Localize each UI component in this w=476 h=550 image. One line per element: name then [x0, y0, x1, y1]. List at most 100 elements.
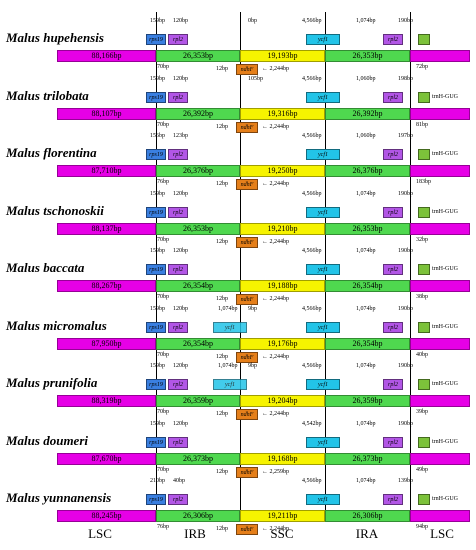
ssc-bar: [240, 510, 325, 522]
ira-bar: [325, 107, 410, 120]
top-annotation: 120bp: [173, 305, 188, 312]
ssc-bar: [240, 222, 325, 235]
irb-bar: [156, 280, 240, 292]
trnH-gene: [418, 206, 430, 218]
bottom-annotation: 38bp: [416, 294, 428, 300]
lsc-bar: [57, 222, 156, 235]
bottom-annotation: 183bp: [416, 179, 431, 185]
ssc-bar: [240, 165, 325, 177]
trnH-gene: [418, 264, 430, 275]
top-annotation: 1,060bp: [356, 133, 376, 139]
ycf1-gene: ycf1: [306, 436, 340, 448]
bottom-annotation: 12bp: [216, 66, 228, 72]
top-annotation: 120bp: [173, 420, 188, 427]
irb-bar-label: 26,392bp: [183, 108, 213, 118]
species-name: Malus prunifolia: [6, 375, 98, 390]
top-annotation: 120bp: [173, 190, 188, 197]
irb-bar: [156, 107, 240, 120]
rpl2-gene: rpl2: [168, 206, 188, 218]
lsc-end-bar: [410, 337, 470, 350]
bottom-annotation: ← 2,244bp: [262, 66, 289, 72]
trnH-label: trnH-GUG: [432, 151, 458, 157]
irb-bar-label: 26,353bp: [183, 51, 213, 60]
rpl2-gene-ira: rpl2: [383, 379, 403, 390]
lsc-end-bar: [410, 510, 470, 522]
bottom-annotation: 39bp: [416, 409, 428, 415]
top-annotation: 120bp: [173, 18, 188, 24]
top-annotation: 4,566bp: [302, 18, 322, 24]
trnH-gene: [418, 436, 430, 448]
ndhF-gene: ndhF: [236, 409, 258, 420]
region-label-irb: IRB: [184, 526, 206, 541]
ndhF-gene: ndhF: [236, 294, 258, 305]
lsc-bar-label: 88,267bp: [91, 281, 122, 290]
trnH-gene: [418, 494, 430, 505]
bottom-annotation: 70bp: [157, 64, 169, 70]
ssc-bar-label: 19,168bp: [267, 453, 298, 463]
rpl2-gene: rpl2: [168, 321, 188, 333]
species-name: Malus micromalus: [6, 317, 107, 333]
top-annotation: 9bp: [248, 305, 257, 312]
ira-bar: [325, 222, 410, 235]
top-annotation: 159bp: [150, 75, 165, 82]
rpl2-gene-ira: rpl2: [383, 91, 403, 103]
ira-bar-label: 26,306bp: [352, 511, 383, 520]
bottom-annotation: 12bp: [216, 296, 228, 302]
top-annotation: 120bp: [173, 248, 188, 254]
trnH-label: trnH-GUG: [432, 208, 458, 215]
region-label-ira: IRA: [355, 526, 379, 541]
rpl2-gene-ira: rpl2: [383, 436, 403, 448]
bottom-annotation: 12bp: [216, 468, 228, 475]
ycf1-gene: ycf1: [306, 379, 340, 390]
region-label-lsc: LSC: [430, 526, 454, 541]
bottom-annotation: ← 2,244bp: [262, 181, 289, 187]
ira-bar: [325, 165, 410, 177]
junction-line: [325, 12, 326, 510]
top-annotation: 190bp: [398, 248, 413, 254]
junction-line: [410, 12, 411, 510]
rpl2-gene: rpl2: [168, 494, 188, 505]
top-annotation: 190bp: [398, 190, 413, 197]
bottom-annotation: ← 2,244bp: [262, 526, 289, 532]
rpl2-gene: rpl2: [168, 149, 188, 160]
trnH-gene: [418, 91, 430, 103]
lsc-end-bar: [410, 165, 470, 177]
ndhF-gene: ndhF: [236, 64, 258, 75]
irb-bar-label: 26,354bp: [183, 281, 213, 290]
species-name: Malus hupehensis: [6, 30, 104, 45]
ira-bar-label: 26,354bp: [352, 338, 383, 348]
lsc-bar: [57, 395, 156, 407]
lsc-bar-label: 88,319bp: [91, 396, 122, 405]
top-annotation: 4,566bp: [302, 75, 322, 82]
top-annotation: 159bp: [150, 420, 165, 427]
top-annotation: 1,074bp: [356, 305, 376, 312]
ycf1-gene: ycf1: [306, 264, 340, 275]
ndhF-gene: ndhF: [236, 121, 258, 133]
ssc-bar: [240, 452, 325, 465]
irb-bar: [156, 510, 240, 522]
ycf1-gene: ycf1: [306, 206, 340, 218]
ndhF-gene: ndhF: [236, 236, 258, 248]
top-annotation: 105bp: [248, 75, 263, 82]
top-annotation: 0bp: [248, 18, 257, 24]
top-annotation: 190bp: [398, 305, 413, 312]
lsc-bar-label: 87,670bp: [91, 453, 122, 463]
region-label-ssc: SSC: [270, 526, 294, 541]
ssc-bar-label: 19,188bp: [267, 281, 298, 290]
top-annotation: 159bp: [150, 305, 165, 312]
ssc-bar-label: 19,210bp: [267, 223, 298, 233]
lsc-bar: [57, 510, 156, 522]
top-annotation: 9bp: [248, 363, 257, 369]
ira-bar: [325, 337, 410, 350]
ndhF-gene: ndhF: [236, 466, 258, 478]
rps19-gene: rps19: [146, 91, 166, 103]
lsc-bar: [57, 280, 156, 292]
top-annotation: 197bp: [398, 133, 413, 139]
ira-bar-label: 26,359bp: [352, 396, 383, 405]
top-annotation: 190bp: [398, 420, 413, 427]
ira-bar-label: 26,354bp: [352, 281, 383, 290]
trnH-gene: [418, 321, 430, 333]
ira-bar-label: 26,353bp: [352, 51, 383, 60]
top-annotation: 210bp: [150, 478, 165, 484]
